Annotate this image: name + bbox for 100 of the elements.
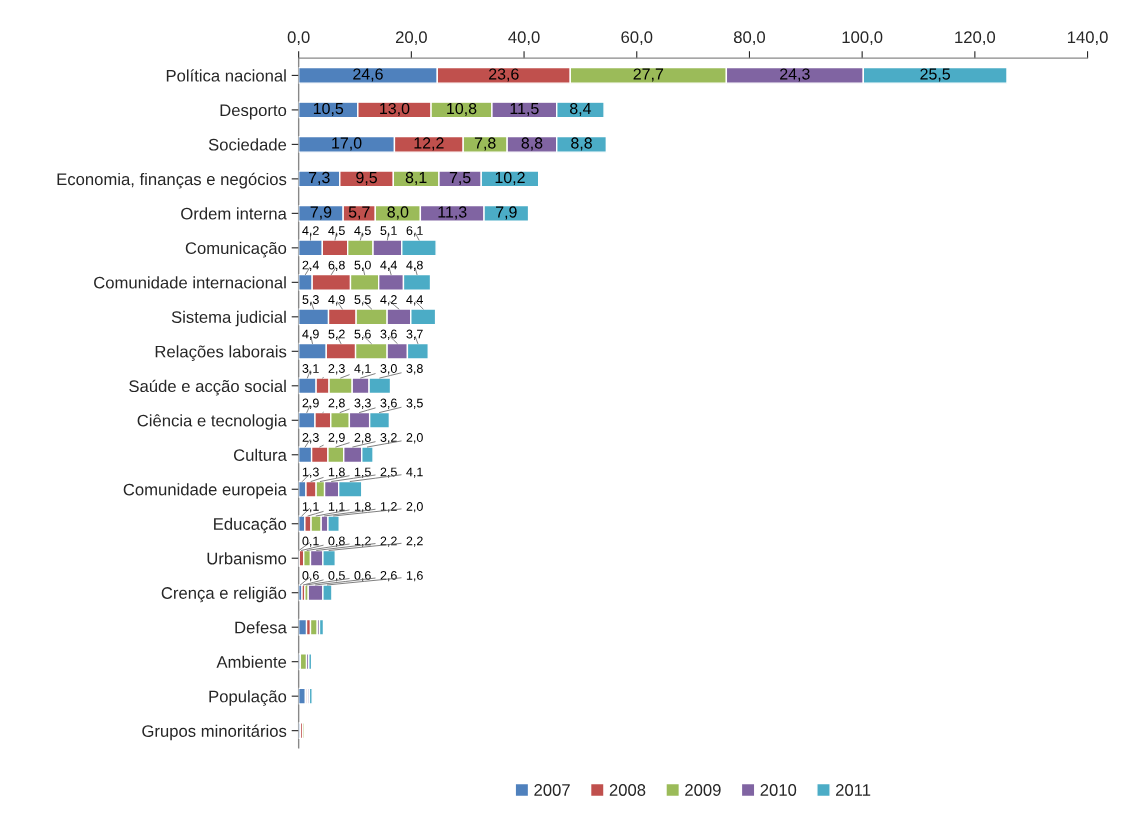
data-label: 11,3 [438, 206, 467, 220]
data-label: 3,5 [406, 398, 423, 409]
data-label: 1,6 [406, 571, 423, 582]
data-label: 4,5 [328, 226, 345, 237]
data-label: 12,2 [414, 137, 444, 151]
data-label: 7,9 [310, 206, 332, 220]
data-label: 23,6 [489, 68, 519, 82]
data-label: 1,2 [380, 502, 397, 513]
data-label: 2,9 [328, 433, 345, 444]
data-label: 2,2 [380, 536, 397, 547]
data-label: 11,5 [510, 103, 539, 117]
data-label: 0,6 [302, 571, 319, 582]
data-label: 10,8 [447, 102, 477, 117]
y-tick-label: Educação [214, 517, 287, 534]
data-label: 2,3 [328, 364, 345, 375]
data-label: 4,8 [406, 260, 423, 271]
data-label: 8,4 [570, 102, 592, 117]
x-tick-label: 0,0 [287, 31, 310, 46]
x-tick-label: 80,0 [733, 31, 766, 46]
data-label: 0,8 [328, 536, 345, 547]
data-label: 7,8 [474, 137, 496, 151]
y-tick-label: Comunicação [185, 241, 287, 258]
legend-label: 2009 [685, 784, 721, 796]
data-label: 2,5 [380, 467, 397, 478]
data-label: 3,7 [406, 329, 423, 340]
data-label: 4,2 [302, 226, 319, 237]
data-label: 17,0 [332, 137, 362, 151]
data-label: 3,2 [380, 433, 397, 444]
data-label: 8,8 [521, 137, 543, 151]
x-tick-label: 100,0 [842, 31, 883, 46]
data-label: 0,6 [354, 571, 371, 582]
y-tick-label: Comunidade europeia [123, 483, 287, 499]
data-label: 1,8 [354, 502, 371, 513]
data-label: 3,8 [406, 364, 423, 375]
data-label: 24,6 [353, 68, 383, 82]
data-label: 5,3 [302, 295, 319, 306]
data-label: 27,7 [633, 68, 664, 82]
data-label: 3,6 [380, 398, 397, 409]
legend-label: 2007 [534, 784, 570, 796]
data-label: 7,5 [449, 172, 471, 186]
data-label: 5,0 [354, 260, 371, 271]
data-label: 0,1 [302, 536, 319, 547]
data-label: 6,8 [328, 260, 345, 271]
x-tick-label: 20,0 [395, 31, 427, 46]
y-tick-label: Desporto [220, 104, 287, 120]
data-label: 1,5 [354, 467, 371, 478]
data-label: 25,5 [920, 68, 950, 82]
data-label: 5,7 [348, 206, 370, 220]
data-label: 2,0 [406, 433, 423, 444]
data-label: 1,1 [302, 502, 319, 513]
data-label: 2,6 [380, 571, 397, 582]
data-label: 4,9 [302, 329, 319, 340]
data-label: 8,0 [387, 206, 409, 220]
x-tick-label: 120,0 [955, 31, 996, 46]
data-label: 1,1 [328, 502, 345, 513]
data-label: 6,1 [406, 226, 423, 237]
y-tick-label: Política nacional [166, 69, 286, 82]
y-tick-label: Economia, finanças e negócios [57, 172, 287, 189]
y-tick-label: Ordem interna [181, 207, 287, 220]
data-label: 0,5 [328, 571, 345, 582]
data-label: 1,8 [328, 467, 345, 478]
data-label: 5,6 [354, 329, 371, 340]
x-tick-label: 140,0 [1067, 31, 1108, 46]
y-tick-label: Defesa [235, 621, 287, 634]
y-tick-label: Relações laborais [155, 345, 287, 361]
legend-label: 2008 [609, 784, 646, 796]
y-tick-label: Comunidade internacional [94, 276, 286, 289]
data-label: 4,1 [406, 467, 423, 478]
data-label: 5,1 [380, 226, 397, 237]
data-label: 24,3 [780, 68, 810, 82]
data-label: 1,2 [354, 536, 371, 547]
data-label: 7,3 [308, 171, 330, 186]
data-label: 5,5 [354, 295, 371, 306]
x-tick-label: 60,0 [621, 31, 653, 46]
data-label: 8,1 [405, 171, 427, 186]
y-tick-label: Crença e religião [161, 586, 287, 603]
y-tick-label: Urbanismo [207, 552, 287, 565]
data-label: 10,2 [495, 171, 525, 186]
data-label: 2,2 [406, 536, 423, 547]
data-label: 5,2 [328, 329, 345, 340]
y-tick-label: Sistema judicial [171, 310, 286, 327]
data-label: 1,3 [302, 467, 319, 478]
data-label: 3,3 [354, 398, 371, 409]
data-label: 9,5 [356, 171, 377, 186]
y-tick-label: Cultura [233, 448, 287, 461]
data-label: 4,4 [406, 295, 423, 306]
data-label: 4,5 [354, 226, 371, 237]
data-label: 8,8 [571, 137, 592, 151]
legend-label: 2011 [836, 784, 871, 796]
y-tick-label: Ambiente [216, 655, 287, 668]
data-label: 4,9 [328, 295, 345, 306]
x-tick-label: 40,0 [508, 31, 540, 46]
data-label: 3,1 [302, 364, 319, 375]
data-label: 2,4 [302, 260, 319, 271]
data-label: 2,8 [328, 398, 345, 409]
data-label: 2,3 [302, 433, 319, 444]
data-label: 2,8 [354, 433, 371, 444]
y-tick-label: População [209, 690, 287, 706]
data-label: 13,0 [380, 102, 410, 117]
data-label: 10,5 [313, 102, 344, 117]
